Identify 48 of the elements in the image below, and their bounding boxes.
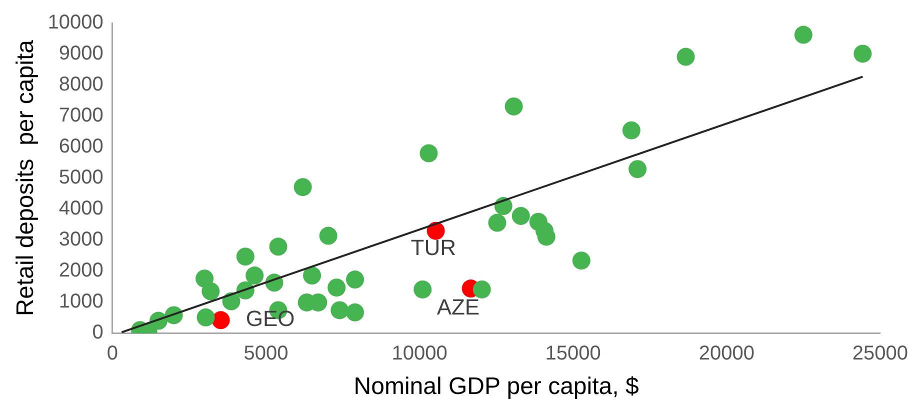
point (472, 280, 491, 298)
point (622, 121, 640, 140)
x-tick-label: 15000 (545, 342, 601, 365)
point (854, 44, 872, 63)
point (212, 311, 230, 330)
y-tick-label: 0 (92, 322, 104, 344)
point (346, 270, 364, 289)
y-tick-label: 8000 (58, 74, 104, 96)
point (236, 248, 254, 266)
x-axis-title: Nominal GDP per capita, $ (354, 373, 639, 400)
point (420, 144, 438, 162)
point (628, 160, 647, 178)
y-tick-label: 9000 (58, 42, 104, 65)
point (202, 282, 220, 300)
y-tick-label: 6000 (58, 136, 104, 158)
point (794, 26, 812, 44)
annotation: GEO (246, 306, 295, 332)
y-tick-label: 7000 (58, 104, 104, 127)
x-tick-label: 25000 (852, 342, 908, 365)
point (246, 266, 264, 285)
point (512, 206, 530, 225)
x-tick-label: 0 (106, 342, 118, 365)
y-tick-label: 2000 (58, 260, 104, 282)
point (303, 266, 322, 285)
point (414, 280, 432, 298)
point (346, 303, 364, 322)
point (328, 278, 346, 297)
point (676, 48, 695, 66)
y-tick-label: 1000 (58, 290, 104, 313)
y-axis-title: Retail deposits per capita (12, 39, 40, 316)
annotation: TUR (410, 234, 456, 260)
y-tick-label: 10000 (48, 12, 104, 34)
x-tick-label: 20000 (698, 342, 754, 365)
point (330, 301, 349, 320)
point (319, 226, 338, 245)
point (269, 238, 288, 256)
point (572, 252, 590, 270)
point (196, 308, 215, 326)
point (504, 97, 523, 116)
annotation: AZE (436, 294, 480, 320)
point (488, 214, 506, 232)
point (294, 178, 312, 196)
x-tick-label: 10000 (392, 342, 448, 365)
y-tick-label: 3000 (58, 228, 104, 251)
y-tick-label: 5000 (58, 166, 104, 189)
y-tick-label: 4000 (58, 198, 104, 220)
point (426, 222, 445, 240)
x-tick-label: 5000 (244, 342, 288, 365)
